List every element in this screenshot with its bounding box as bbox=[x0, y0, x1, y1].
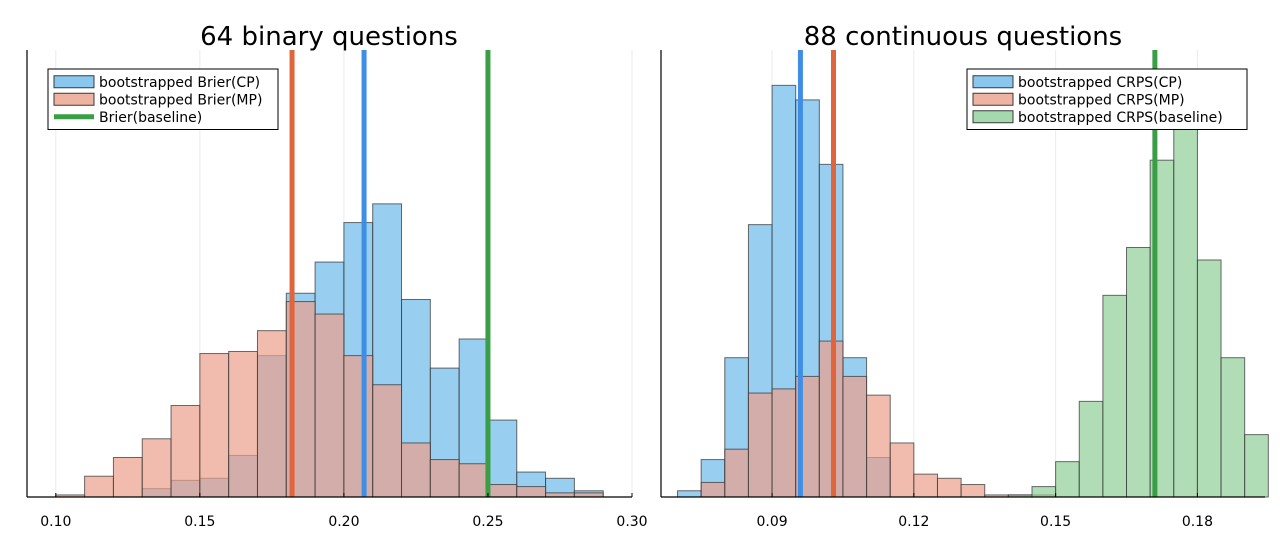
histogram-bar bbox=[343, 355, 374, 498]
histogram-bar bbox=[84, 475, 114, 498]
legend-swatch bbox=[972, 92, 1014, 106]
legend-box bbox=[966, 68, 1248, 130]
x-tick-label: 0.30 bbox=[616, 514, 647, 530]
histogram-bar bbox=[401, 442, 431, 498]
histogram-series-2 bbox=[55, 301, 604, 498]
legend: bootstrapped CRPS(CP)bootstrapped CRPS(M… bbox=[966, 68, 1248, 130]
x-tick-label: 0.20 bbox=[328, 514, 359, 530]
histogram-series-2 bbox=[700, 340, 1057, 498]
x-tick-label: 0.12 bbox=[898, 514, 929, 530]
histogram-bar bbox=[545, 492, 575, 498]
histogram-bar bbox=[866, 394, 891, 498]
histogram-bar bbox=[1220, 357, 1246, 498]
histogram-bar bbox=[516, 486, 547, 498]
legend-swatch bbox=[972, 110, 1014, 124]
histogram-bar bbox=[1055, 461, 1080, 498]
legend-label: bootstrapped CRPS(CP) bbox=[1018, 75, 1182, 91]
chart-panel-1: 0.10 0.15 0.20 0.25 0.30 64 binary questions b… bbox=[26, 22, 648, 530]
legend-label: Brier(baseline) bbox=[99, 110, 202, 126]
legend-label: bootstrapped CRPS(baseline) bbox=[1018, 110, 1223, 126]
x-tick-label: 0.09 bbox=[756, 514, 787, 530]
histogram-bar bbox=[487, 484, 518, 498]
x-tick-label: 0.10 bbox=[40, 514, 71, 530]
histogram-bar bbox=[256, 330, 287, 498]
histogram-bar bbox=[1078, 400, 1104, 498]
histogram-bar bbox=[747, 392, 773, 498]
histogram-bar bbox=[458, 463, 489, 498]
histogram-bar bbox=[960, 484, 986, 498]
histogram-bar bbox=[1173, 89, 1198, 498]
chart-title: 64 binary questions bbox=[200, 22, 458, 52]
histogram-bar bbox=[1244, 434, 1269, 498]
histogram-series-3 bbox=[1007, 89, 1269, 498]
legend-label: bootstrapped Brier(CP) bbox=[99, 75, 260, 91]
histogram-bar bbox=[573, 492, 604, 498]
histogram-bar bbox=[1126, 247, 1151, 498]
histogram-bar bbox=[1102, 294, 1128, 498]
histogram-bar bbox=[842, 375, 868, 498]
histogram-bar bbox=[724, 448, 749, 498]
legend-swatch bbox=[53, 92, 95, 106]
histogram-bar bbox=[199, 353, 230, 498]
histogram-bar bbox=[1196, 259, 1222, 498]
histogram-bar bbox=[1031, 486, 1057, 498]
histogram-bar bbox=[429, 459, 460, 498]
histogram-bar bbox=[141, 438, 172, 498]
legend: bootstrapped Brier(CP)bootstrapped Brier… bbox=[47, 68, 279, 130]
legend-label: bootstrapped CRPS(MP) bbox=[1018, 92, 1185, 108]
x-tick-label: 0.15 bbox=[1040, 514, 1071, 530]
histogram-bar bbox=[372, 384, 403, 498]
histogram-bar bbox=[889, 442, 915, 498]
histogram-bar bbox=[228, 350, 258, 498]
chart-panel-2: 0.09 0.12 0.15 0.18 88 continuous questions b… bbox=[660, 22, 1269, 530]
histogram-bar bbox=[677, 490, 702, 498]
histogram-bar bbox=[771, 388, 797, 498]
histogram-bar bbox=[170, 405, 201, 498]
chart-title: 88 continuous questions bbox=[804, 22, 1122, 52]
histogram-bar bbox=[112, 456, 143, 498]
x-tick-label: 0.15 bbox=[184, 514, 215, 530]
x-tick-label: 0.18 bbox=[1182, 514, 1213, 530]
legend-swatch bbox=[53, 75, 95, 89]
x-tick-label: 0.25 bbox=[472, 514, 503, 530]
legend-swatch bbox=[972, 75, 1014, 89]
legend-label: bootstrapped Brier(MP) bbox=[99, 92, 262, 108]
histogram-bar bbox=[913, 473, 938, 498]
histogram-bar bbox=[700, 481, 726, 498]
histogram-bar bbox=[936, 477, 962, 498]
histogram-bar bbox=[314, 313, 345, 498]
